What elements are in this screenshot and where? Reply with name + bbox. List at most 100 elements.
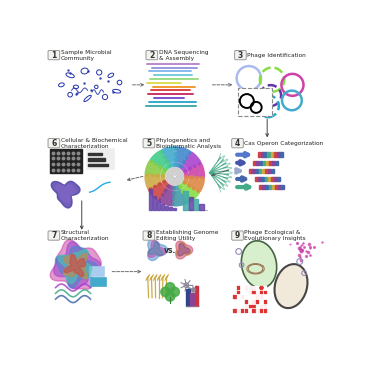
Bar xyxy=(161,204,164,210)
Bar xyxy=(199,204,204,210)
Bar xyxy=(237,304,240,308)
Bar xyxy=(241,296,244,299)
Bar xyxy=(234,296,237,299)
Bar xyxy=(256,286,259,290)
Polygon shape xyxy=(56,184,76,203)
Bar xyxy=(266,160,268,165)
Text: 3: 3 xyxy=(238,51,243,60)
Polygon shape xyxy=(64,254,86,276)
Bar xyxy=(165,206,168,210)
Polygon shape xyxy=(50,240,101,289)
FancyBboxPatch shape xyxy=(143,231,155,240)
Polygon shape xyxy=(148,241,165,257)
Bar xyxy=(260,160,262,165)
Polygon shape xyxy=(176,241,193,259)
Bar xyxy=(268,177,270,181)
Bar xyxy=(241,304,244,308)
Bar xyxy=(252,300,255,304)
Bar xyxy=(281,185,284,189)
Text: Sample Microbial
Community: Sample Microbial Community xyxy=(61,50,111,61)
Bar xyxy=(266,185,268,189)
Bar xyxy=(256,300,259,304)
Bar xyxy=(237,309,240,313)
Text: Phylogenetics and
Bioinformatic Analysis: Phylogenetics and Bioinformatic Analysis xyxy=(156,138,221,149)
Bar xyxy=(264,296,267,299)
Polygon shape xyxy=(148,240,168,261)
Bar xyxy=(277,152,280,157)
Bar xyxy=(274,177,277,181)
Polygon shape xyxy=(148,242,163,256)
Bar xyxy=(234,291,237,294)
Bar xyxy=(260,296,263,299)
FancyBboxPatch shape xyxy=(48,51,60,60)
FancyBboxPatch shape xyxy=(146,51,158,60)
Bar xyxy=(274,152,276,157)
FancyBboxPatch shape xyxy=(48,138,60,148)
Bar xyxy=(190,293,194,306)
Text: Cellular & Biochemical
Characterization: Cellular & Biochemical Characterization xyxy=(61,138,128,149)
Text: 6: 6 xyxy=(51,139,57,148)
Text: Phage Ecological &
Evolutionary Insights: Phage Ecological & Evolutionary Insights xyxy=(244,230,306,241)
Bar xyxy=(148,189,152,210)
Bar xyxy=(153,196,156,210)
Bar xyxy=(241,300,244,304)
Bar xyxy=(256,304,259,308)
FancyBboxPatch shape xyxy=(48,231,60,240)
Bar xyxy=(194,200,198,210)
Bar xyxy=(237,291,240,294)
Bar xyxy=(245,309,248,313)
Bar xyxy=(276,160,278,165)
Bar xyxy=(256,296,259,299)
Bar xyxy=(272,169,274,173)
Bar xyxy=(263,160,266,165)
Bar xyxy=(252,296,255,299)
Bar xyxy=(261,177,264,181)
Bar xyxy=(267,152,270,157)
Bar xyxy=(260,286,263,290)
Bar xyxy=(186,289,190,306)
Ellipse shape xyxy=(242,241,277,288)
Bar xyxy=(272,185,274,189)
Bar xyxy=(258,152,261,157)
Bar xyxy=(272,160,275,165)
Polygon shape xyxy=(51,182,80,208)
Text: DNA Sequencing
& Assembly: DNA Sequencing & Assembly xyxy=(159,50,208,61)
Bar xyxy=(195,286,198,306)
Bar xyxy=(264,286,267,290)
Ellipse shape xyxy=(274,264,308,308)
Bar xyxy=(252,309,255,313)
Bar xyxy=(234,309,237,313)
Bar xyxy=(245,291,248,294)
Bar xyxy=(252,304,255,308)
FancyBboxPatch shape xyxy=(232,138,243,148)
Bar xyxy=(249,304,252,308)
Bar xyxy=(50,149,82,174)
Bar xyxy=(262,185,265,189)
Bar xyxy=(238,88,272,116)
Bar xyxy=(241,309,244,313)
Bar xyxy=(245,304,248,308)
Bar xyxy=(258,177,261,181)
Polygon shape xyxy=(63,254,87,279)
FancyBboxPatch shape xyxy=(235,51,246,60)
Bar xyxy=(237,286,240,290)
Circle shape xyxy=(165,292,175,301)
Bar xyxy=(252,169,255,173)
Bar xyxy=(90,278,106,286)
Bar xyxy=(260,309,263,313)
Bar xyxy=(249,309,252,313)
Circle shape xyxy=(165,283,175,292)
Bar xyxy=(87,153,102,155)
Bar xyxy=(255,169,258,173)
Text: Establishing Genome
Editing Utility: Establishing Genome Editing Utility xyxy=(156,230,218,241)
Text: 9: 9 xyxy=(235,231,240,240)
Bar xyxy=(278,177,280,181)
Bar xyxy=(261,152,264,157)
Text: 2: 2 xyxy=(149,51,154,60)
FancyBboxPatch shape xyxy=(232,231,243,240)
Bar xyxy=(189,196,193,210)
Bar xyxy=(256,160,259,165)
Text: 4: 4 xyxy=(235,139,240,148)
Bar xyxy=(89,266,104,276)
Bar xyxy=(237,296,240,299)
